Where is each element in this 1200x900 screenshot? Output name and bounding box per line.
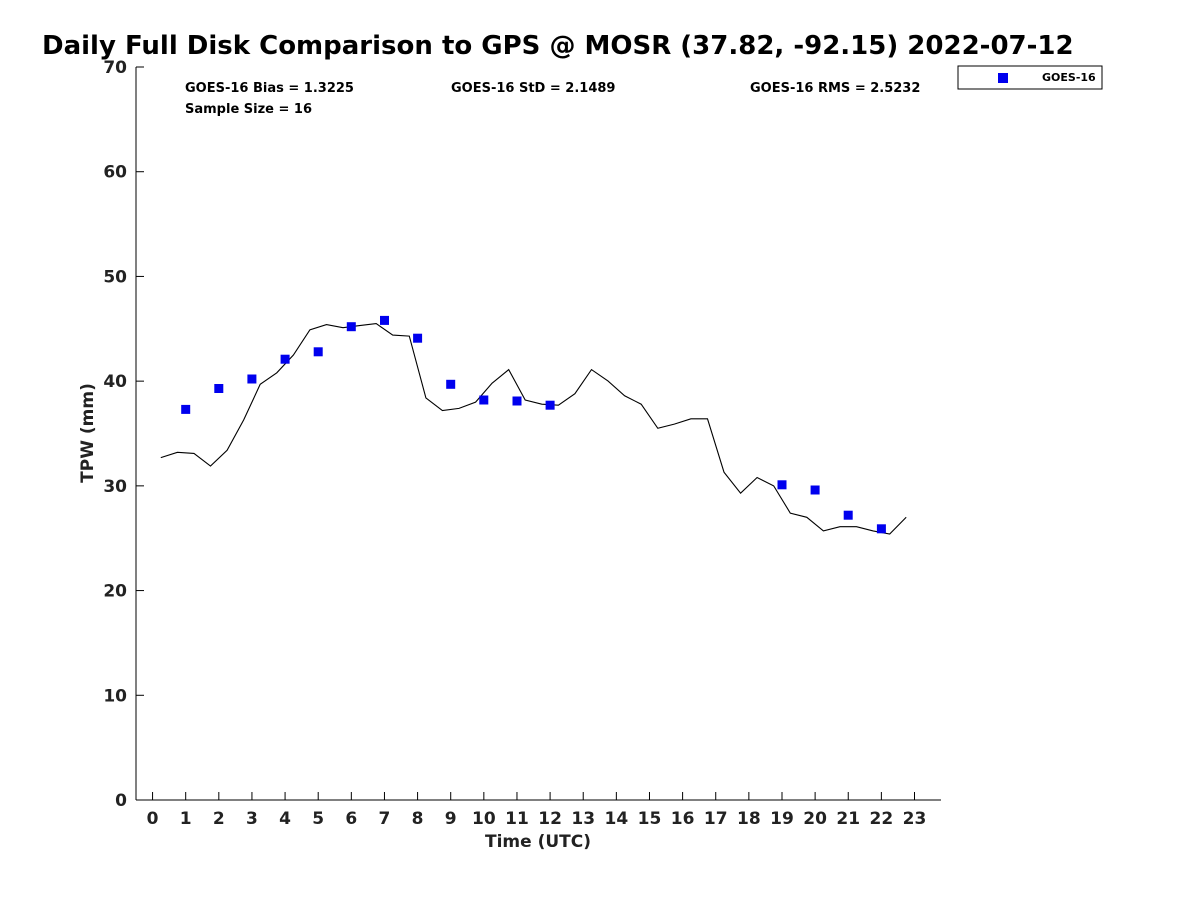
data-point bbox=[843, 510, 853, 520]
data-point bbox=[446, 379, 456, 389]
data-point bbox=[280, 354, 290, 364]
x-tick-label: 15 bbox=[638, 809, 662, 829]
x-tick-label: 18 bbox=[737, 809, 761, 829]
x-tick-label: 4 bbox=[279, 809, 291, 829]
x-tick-label: 6 bbox=[345, 809, 357, 829]
y-axis-label: TPW (mm) bbox=[78, 383, 98, 483]
legend-label: GOES-16 bbox=[1042, 71, 1096, 84]
y-tick-label: 60 bbox=[103, 163, 127, 183]
x-tick-label: 7 bbox=[379, 809, 391, 829]
std-stat: GOES-16 StD = 2.1489 bbox=[451, 81, 615, 96]
x-tick-label: 14 bbox=[605, 809, 629, 829]
x-tick-label: 10 bbox=[472, 809, 496, 829]
x-axis-ticks: 0 1 2 3 4 5 6 7 8 9 10 11 12 13 14 15 16 17 18 19 20 21 22 23 bbox=[147, 792, 927, 829]
x-tick-label: 9 bbox=[445, 809, 457, 829]
y-tick-label: 50 bbox=[103, 267, 127, 287]
x-tick-label: 11 bbox=[505, 809, 529, 829]
x-axis-label: Time (UTC) bbox=[485, 832, 591, 852]
x-tick-label: 0 bbox=[147, 809, 159, 829]
y-tick-label: 40 bbox=[103, 372, 127, 392]
plot-area bbox=[160, 315, 907, 535]
data-point bbox=[512, 396, 522, 406]
rms-stat: GOES-16 RMS = 2.5232 bbox=[750, 81, 920, 96]
x-tick-label: 8 bbox=[412, 809, 424, 829]
y-tick-label: 0 bbox=[115, 791, 127, 811]
legend-marker-square-icon bbox=[998, 73, 1008, 83]
y-tick-label: 30 bbox=[103, 477, 127, 497]
data-point bbox=[545, 400, 555, 410]
x-tick-label: 1 bbox=[180, 809, 192, 829]
y-tick-label: 10 bbox=[103, 686, 127, 706]
x-tick-label: 2 bbox=[213, 809, 225, 829]
y-tick-label: 20 bbox=[103, 582, 127, 602]
data-point bbox=[413, 333, 423, 343]
legend-box bbox=[957, 65, 1103, 90]
data-point bbox=[181, 404, 191, 414]
data-point bbox=[810, 485, 820, 495]
data-point bbox=[346, 322, 356, 332]
x-tick-label: 5 bbox=[312, 809, 324, 829]
x-tick-label: 23 bbox=[903, 809, 927, 829]
data-point bbox=[313, 347, 323, 357]
data-point bbox=[777, 480, 787, 490]
x-tick-label: 20 bbox=[803, 809, 827, 829]
data-point bbox=[876, 524, 886, 534]
data-point bbox=[247, 374, 257, 384]
x-tick-label: 3 bbox=[246, 809, 258, 829]
chart-title: Daily Full Disk Comparison to GPS @ MOSR… bbox=[42, 31, 1074, 61]
x-tick-label: 22 bbox=[870, 809, 894, 829]
y-axis-ticks: 0 10 20 30 40 50 60 70 bbox=[103, 58, 144, 811]
data-point bbox=[479, 395, 489, 405]
series-line bbox=[160, 323, 907, 535]
bias-stat: GOES-16 Bias = 1.3225 bbox=[185, 81, 354, 96]
x-tick-label: 12 bbox=[538, 809, 562, 829]
legend: GOES-16 bbox=[957, 65, 1103, 90]
stats-annotations: GOES-16 Bias = 1.3225 GOES-16 StD = 2.14… bbox=[185, 81, 920, 117]
data-point bbox=[214, 384, 224, 393]
data-point bbox=[380, 315, 389, 325]
sample-size-stat: Sample Size = 16 bbox=[185, 102, 312, 117]
y-tick-label: 70 bbox=[103, 58, 127, 78]
x-tick-label: 17 bbox=[704, 809, 728, 829]
x-tick-label: 13 bbox=[571, 809, 595, 829]
x-tick-label: 16 bbox=[671, 809, 695, 829]
x-tick-label: 21 bbox=[836, 809, 860, 829]
x-tick-label: 19 bbox=[770, 809, 794, 829]
